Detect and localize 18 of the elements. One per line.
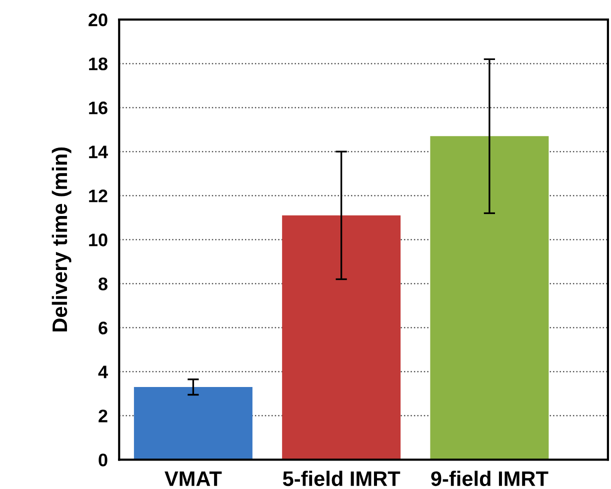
bar	[430, 136, 549, 460]
x-tick-label: 5-field IMRT	[282, 470, 400, 486]
y-tick-label: 4	[98, 366, 108, 378]
y-tick-label: 16	[89, 102, 108, 114]
y-tick-label: 6	[98, 322, 108, 334]
y-tick-label: 12	[89, 190, 108, 202]
x-tick-label: VMAT	[164, 472, 222, 486]
y-tick-label: 2	[98, 410, 108, 422]
y-tick-label: 0	[98, 454, 108, 466]
y-tick-label: 14	[89, 146, 108, 158]
y-tick-label: 20	[88, 13, 108, 26]
bar	[282, 215, 401, 460]
y-tick-label: 10	[89, 234, 108, 246]
y-axis-title: Delivery time (min)	[52, 147, 72, 332]
x-tick-label: 9-field IMRT	[431, 470, 548, 486]
bar	[134, 387, 252, 460]
y-tick-label: 8	[98, 278, 108, 290]
y-tick-label: 18	[89, 58, 108, 70]
